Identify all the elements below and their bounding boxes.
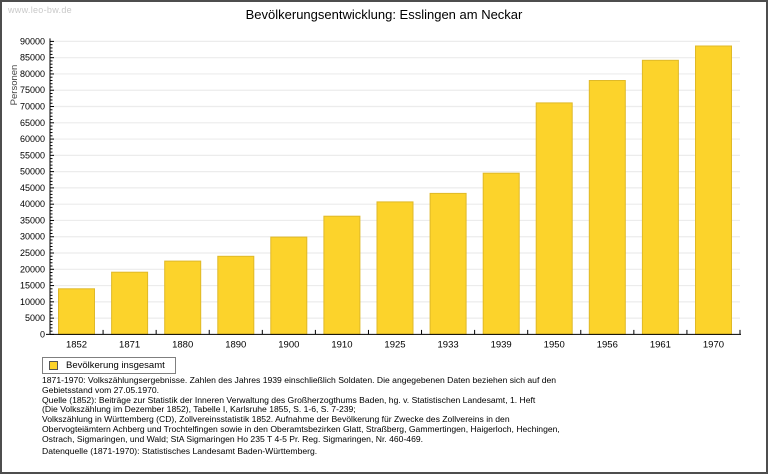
y-tick-label-45000: 45000 xyxy=(20,183,45,193)
x-tick-label-1933: 1933 xyxy=(438,339,459,350)
bar-1880 xyxy=(164,260,202,335)
x-tick-label-1970: 1970 xyxy=(703,339,724,350)
y-tick-label-35000: 35000 xyxy=(20,215,45,225)
legend: Bevölkerung insgesamt xyxy=(42,357,176,374)
page-title: Bevölkerungsentwicklung: Esslingen am Ne… xyxy=(245,7,523,22)
y-tick-label-85000: 85000 xyxy=(20,53,45,63)
footnote-line-2: Gebietsstand vom 27.05.1970. xyxy=(42,384,160,395)
bar-1890 xyxy=(217,255,255,335)
y-tick-label-75000: 75000 xyxy=(20,85,45,95)
y-tick-label-50000: 50000 xyxy=(20,167,45,177)
y-tick-label-60000: 60000 xyxy=(20,134,45,144)
bar-1950 xyxy=(535,102,573,335)
bar-1970 xyxy=(695,45,732,335)
bar-1956 xyxy=(588,80,626,335)
x-tick-label-1900: 1900 xyxy=(278,339,299,350)
x-tick-label-1880: 1880 xyxy=(172,339,193,350)
footnotes: 1871-1970: Volkszählungsergebnisse. Zahl… xyxy=(42,375,702,445)
x-tick-label-1871: 1871 xyxy=(119,339,140,350)
x-tick-label-1890: 1890 xyxy=(225,339,246,350)
y-tick-label-40000: 40000 xyxy=(20,199,45,209)
bar-1939 xyxy=(482,172,520,335)
x-tick-label-1852: 1852 xyxy=(66,339,87,350)
watermark: www.leo-bw.de xyxy=(8,5,72,15)
y-tick-label-90000: 90000 xyxy=(20,36,45,46)
y-tick-label-65000: 65000 xyxy=(20,118,45,128)
footnote-line-3: Quelle (1852): Beiträge zur Statistik de… xyxy=(42,394,536,405)
y-tick-label-0: 0 xyxy=(40,329,45,339)
footnote-line-4: (Die Volkszählung im Dezember 1852), Tab… xyxy=(42,404,356,415)
y-tick-label-70000: 70000 xyxy=(20,102,45,112)
bar-1910 xyxy=(323,215,361,335)
x-tick-label-1956: 1956 xyxy=(597,339,618,350)
footnote-line-7: Ostrach, Sigmaringen, und Wald; StA Sigm… xyxy=(42,433,424,444)
legend-swatch-icon xyxy=(49,361,58,370)
bar-1961 xyxy=(641,59,679,335)
y-tick-label-55000: 55000 xyxy=(20,150,45,160)
x-tick-label-1939: 1939 xyxy=(491,339,512,350)
population-bar-chart: 0 5000 10000 15000 20000 25000 30000 35000 40000… xyxy=(9,36,741,350)
x-tick-label-1961: 1961 xyxy=(650,339,671,350)
footnote-line-6: Obervogteiämtern Achberg und Trochtelfin… xyxy=(42,423,560,434)
bar-1852 xyxy=(58,288,95,335)
bar-1900 xyxy=(270,236,308,335)
y-tick-label-80000: 80000 xyxy=(20,69,45,79)
y-tick-label-30000: 30000 xyxy=(20,232,45,242)
footnote-line-1: 1871-1970: Volkszählungsergebnisse. Zahl… xyxy=(42,375,557,385)
x-tick-label-1925: 1925 xyxy=(384,339,405,350)
bar-1871 xyxy=(111,271,149,335)
y-tick-label-10000: 10000 xyxy=(20,297,45,307)
y-tick-label-15000: 15000 xyxy=(20,281,45,291)
bar-1925 xyxy=(376,201,414,335)
footnote-line-5: Volkszählung in Württemberg (CD), Zollve… xyxy=(42,414,510,425)
bar-1933 xyxy=(429,192,467,335)
legend-label: Bevölkerung insgesamt xyxy=(66,360,165,371)
y-tick-label-20000: 20000 xyxy=(20,264,45,274)
x-tick-label-1910: 1910 xyxy=(331,339,352,350)
y-tick-label-5000: 5000 xyxy=(25,313,45,323)
data-source-line: Datenquelle (1871-1970): Statistisches L… xyxy=(42,446,318,456)
y-tick-label-25000: 25000 xyxy=(20,248,45,258)
y-axis-title: Personen xyxy=(9,65,20,106)
x-tick-label-1950: 1950 xyxy=(544,339,565,350)
